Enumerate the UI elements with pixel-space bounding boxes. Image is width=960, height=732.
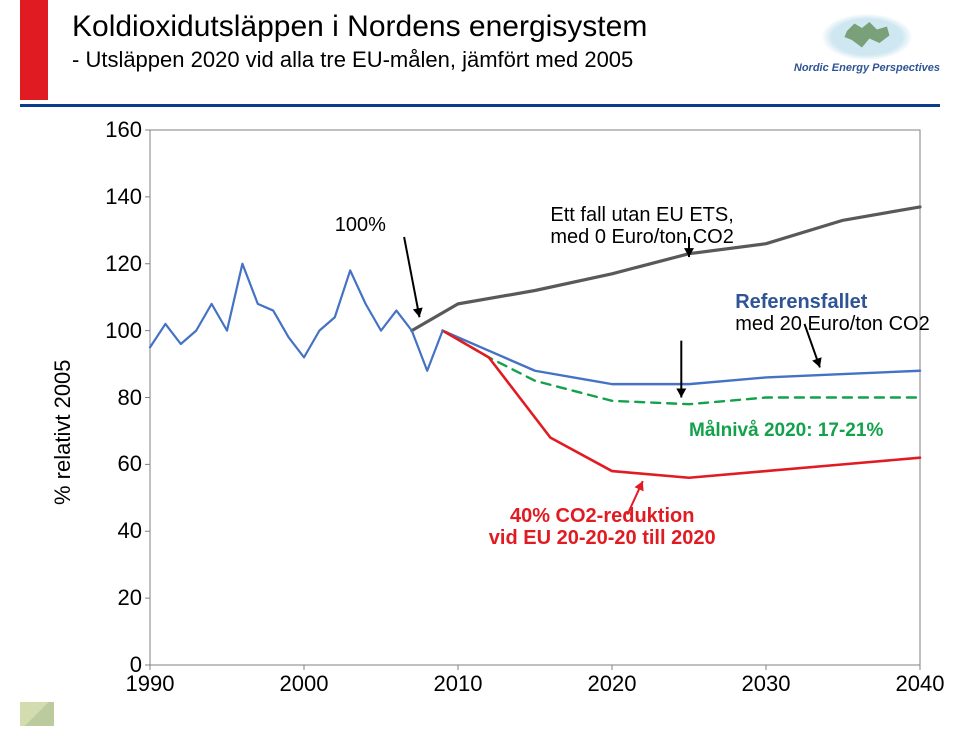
slide: Koldioxidutsläppen i Nordens energisyste… xyxy=(0,0,960,732)
title-block: Koldioxidutsläppen i Nordens energisyste… xyxy=(72,10,647,73)
title-underline xyxy=(20,104,940,107)
logo-text: Nordic Energy Perspectives xyxy=(794,62,940,74)
footer-mark-icon xyxy=(20,702,54,726)
slide-title: Koldioxidutsläppen i Nordens energisyste… xyxy=(72,10,647,43)
annot-forty: 40% CO2-reduktionvid EU 20-20-20 till 20… xyxy=(489,505,716,549)
annot-hundred: 100% xyxy=(335,214,386,236)
red-accent-bar xyxy=(20,0,48,100)
slide-subtitle: - Utsläppen 2020 vid alla tre EU-målen, … xyxy=(72,47,647,73)
logo: Nordic Energy Perspectives xyxy=(794,14,940,74)
logo-map-icon xyxy=(822,14,912,60)
chart-area: 0204060801001201401601990200020102020203… xyxy=(30,120,940,720)
annot-reference: Referensfalletmed 20 Euro/ton CO2 xyxy=(735,291,930,335)
annot-no-ets: Ett fall utan EU ETS,med 0 Euro/ton CO2 xyxy=(550,204,733,248)
annot-target: Målnivå 2020: 17-21% xyxy=(689,421,883,442)
